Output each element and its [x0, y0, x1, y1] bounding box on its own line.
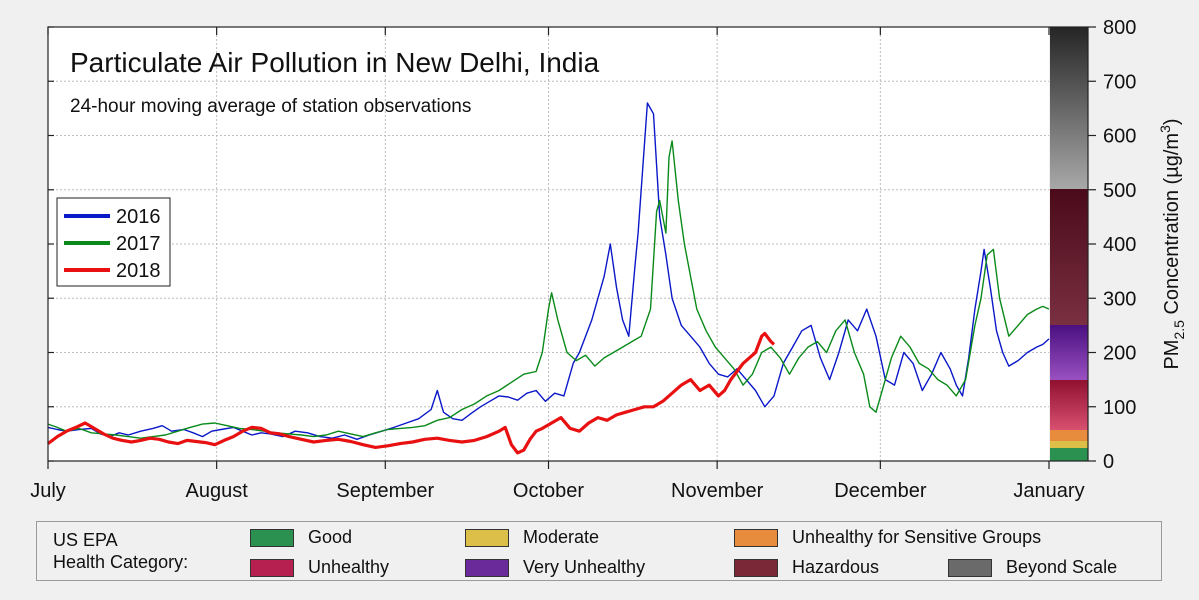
legend-label-2017: 2017: [116, 233, 161, 255]
series-lines: [47, 102, 1050, 455]
x-tick-label: January: [1013, 480, 1084, 502]
scale-good: [1050, 448, 1088, 461]
scale-very-unhealthy: [1050, 325, 1088, 380]
series-line-2018: [47, 331, 776, 455]
epa-heading: US EPA Health Category:: [53, 529, 188, 573]
epa-label: Good: [308, 527, 353, 547]
beyond-scale-swatch: [948, 558, 992, 577]
scale-sensitive: [1050, 430, 1088, 441]
x-tick-label: July: [30, 480, 66, 502]
y-tick-label: 800: [1103, 17, 1136, 39]
scale-beyond: [1050, 27, 1088, 189]
epa-item-good: Good: [250, 527, 352, 548]
chart-title: Particulate Air Pollution in New Delhi, …: [70, 47, 600, 78]
legend: 2016 2017 2018: [56, 197, 171, 287]
epa-item-hazardous: Hazardous: [734, 557, 879, 578]
epa-legend: US EPA Health Category: Good Moderate Un…: [36, 521, 1162, 581]
grid-lines: [48, 27, 1049, 461]
x-axis: July August September October November Decemb…: [30, 27, 1085, 502]
epa-item-unhealthy: Unhealthy: [250, 557, 389, 578]
chart-subtitle: 24-hour moving average of station observ…: [70, 96, 471, 117]
epa-label: Moderate: [523, 527, 600, 547]
epa-item-very-unhealthy: Very Unhealthy: [465, 557, 645, 578]
unhealthy-swatch: [250, 558, 294, 577]
y-axis: 0 100 200 300 400 500 600 700 800: [48, 17, 1136, 473]
aqi-color-scale: [1050, 27, 1088, 461]
very-unhealthy-swatch: [465, 558, 509, 577]
hazardous-swatch: [734, 558, 778, 577]
epa-heading-line2: Health Category:: [53, 552, 189, 572]
scale-hazardous: [1050, 189, 1088, 325]
epa-item-sensitive: Unhealthy for Sensitive Groups: [734, 527, 1041, 548]
epa-item-moderate: Moderate: [465, 527, 599, 548]
scale-moderate: [1050, 441, 1088, 448]
y-tick-label: 300: [1103, 288, 1136, 310]
x-tick-label: November: [671, 480, 764, 502]
pollution-chart: July August September October November Decemb…: [30, 17, 1187, 502]
epa-label: Unhealthy: [308, 557, 390, 577]
epa-item-beyond-scale: Beyond Scale: [948, 557, 1117, 578]
epa-heading-line1: US EPA: [53, 530, 118, 550]
y-tick-label: 100: [1103, 397, 1136, 419]
epa-label: Hazardous: [792, 557, 880, 577]
y-tick-label: 0: [1103, 451, 1114, 473]
x-tick-label: September: [336, 480, 434, 502]
epa-label: Very Unhealthy: [523, 557, 646, 577]
epa-label: Beyond Scale: [1006, 557, 1118, 577]
y-tick-label: 600: [1103, 126, 1136, 148]
scale-unhealthy: [1050, 380, 1088, 430]
x-tick-label: August: [186, 480, 249, 502]
y-tick-label: 700: [1103, 71, 1136, 93]
legend-label-2018: 2018: [116, 260, 161, 282]
legend-label-2016: 2016: [116, 206, 161, 228]
series-line-2017: [47, 140, 1050, 439]
sensitive-swatch: [734, 528, 778, 547]
good-swatch: [250, 528, 294, 547]
x-tick-label: October: [513, 480, 584, 502]
epa-label: Unhealthy for Sensitive Groups: [792, 527, 1042, 547]
y-tick-label: 500: [1103, 180, 1136, 202]
moderate-swatch: [465, 528, 509, 547]
y-axis-label: PM2.5 Concentration (µg/m3): [1157, 118, 1187, 369]
y-tick-label: 400: [1103, 234, 1136, 256]
y-tick-label: 200: [1103, 343, 1136, 365]
x-tick-label: December: [834, 480, 927, 502]
